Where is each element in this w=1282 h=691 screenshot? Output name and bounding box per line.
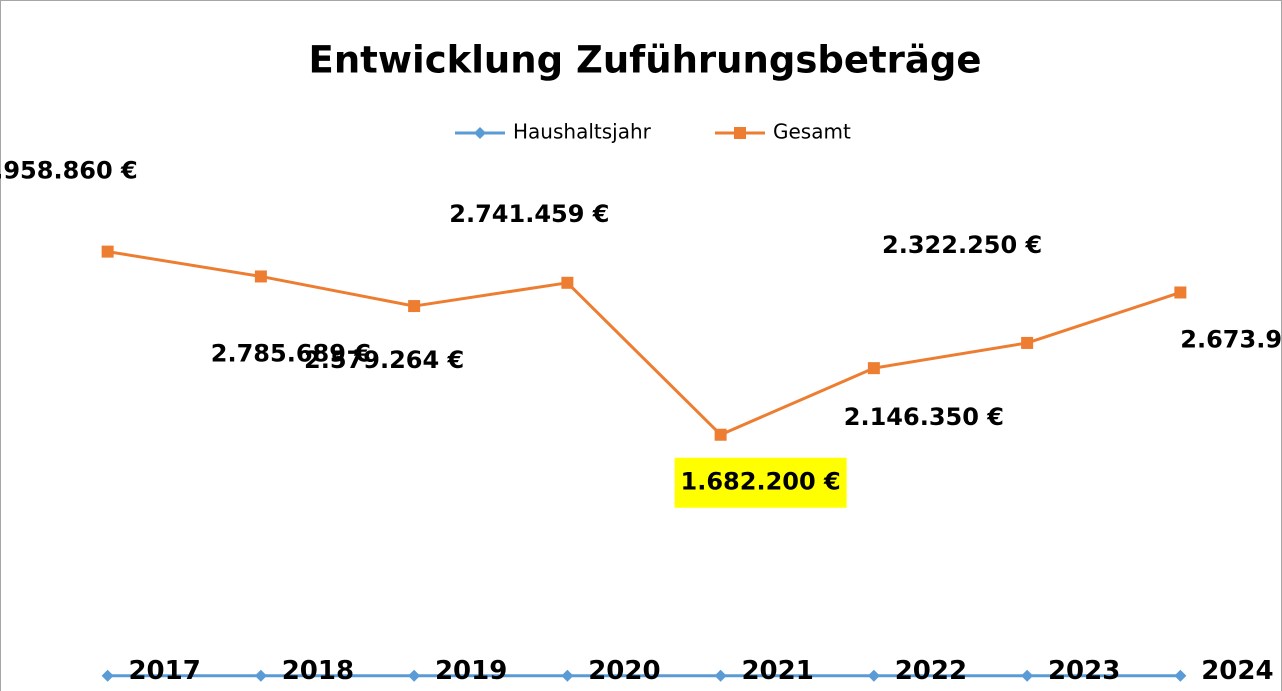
data-label: 2020 xyxy=(588,656,660,686)
data-point xyxy=(714,669,727,682)
data-point xyxy=(1021,336,1034,349)
data-point xyxy=(867,669,880,682)
data-point xyxy=(1174,286,1187,299)
data-label: 2019 xyxy=(435,656,507,686)
data-point xyxy=(1174,669,1187,682)
data-label: 2.741.459 € xyxy=(449,200,609,228)
data-label: 2.673.950 € xyxy=(1180,325,1282,353)
data-point xyxy=(867,362,880,375)
data-point xyxy=(101,245,114,258)
legend-marker xyxy=(734,127,746,139)
data-label: 2022 xyxy=(895,656,967,686)
data-point xyxy=(714,428,727,441)
legend-label: Gesamt xyxy=(773,120,851,144)
data-point xyxy=(254,669,267,682)
label-highlight xyxy=(674,457,847,508)
data-point xyxy=(101,669,114,682)
data-label: 2017 xyxy=(128,656,200,686)
data-label: 2024 xyxy=(1201,656,1273,686)
data-label: 1.682.200 € xyxy=(681,468,841,496)
data-label: 2021 xyxy=(741,656,813,686)
data-label: 2.322.250 € xyxy=(882,231,1042,259)
data-point xyxy=(561,669,574,682)
data-label: 2.785.689 € xyxy=(211,339,371,367)
data-point xyxy=(561,276,574,289)
data-point xyxy=(254,270,267,283)
data-label: 2.958.860 € xyxy=(0,157,138,185)
data-label: 2.579.264 € xyxy=(304,346,464,374)
chart-title: Entwicklung Zuführungsbeträge xyxy=(309,39,982,82)
series-line xyxy=(107,250,1181,437)
legend-label: Haushaltsjahr xyxy=(513,120,652,144)
data-point xyxy=(408,669,421,682)
data-label: 2018 xyxy=(282,656,354,686)
legend-marker xyxy=(474,127,486,139)
data-label: 2023 xyxy=(1048,656,1120,686)
data-point xyxy=(408,300,421,313)
data-point xyxy=(1021,669,1034,682)
data-label: 2.146.350 € xyxy=(844,403,1004,431)
